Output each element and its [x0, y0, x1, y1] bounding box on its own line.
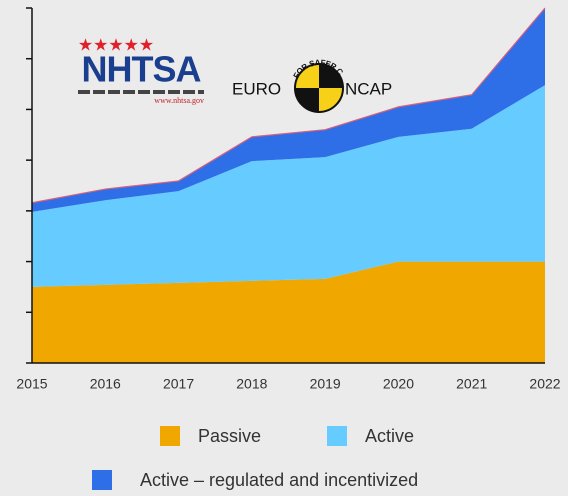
x-tick-label: 2015 — [16, 376, 47, 392]
x-tick-label: 2021 — [456, 376, 487, 392]
top-edge — [31, 7, 546, 204]
x-tick-label: 2016 — [90, 376, 121, 392]
logo-stars: ★★★★★ — [78, 35, 154, 54]
nhtsa-logo: ★★★★★ NHTSA www.nhtsa.gov — [78, 35, 204, 105]
legend-swatch — [160, 426, 180, 446]
area — [32, 85, 545, 287]
logo-quarters — [295, 64, 343, 112]
plot-area — [31, 7, 546, 363]
area — [32, 261, 545, 363]
area — [32, 8, 545, 212]
legend-label: Active – regulated and incentivized — [140, 470, 418, 490]
x-tick-label: 2020 — [383, 376, 414, 392]
legend-label: Passive — [198, 426, 261, 446]
legend-swatch — [327, 426, 347, 446]
legend-label: Active — [365, 426, 414, 446]
x-tick-label: 2019 — [310, 376, 341, 392]
logo-url: www.nhtsa.gov — [154, 96, 204, 105]
x-tick-label: 2017 — [163, 376, 194, 392]
legend-swatch — [92, 470, 112, 490]
x-tick-label: 2018 — [236, 376, 267, 392]
logo-right: NCAP — [345, 79, 392, 98]
logo-left: EURO — [232, 79, 281, 98]
logo-name: NHTSA — [82, 49, 202, 90]
x-tick-label: 2022 — [529, 376, 560, 392]
